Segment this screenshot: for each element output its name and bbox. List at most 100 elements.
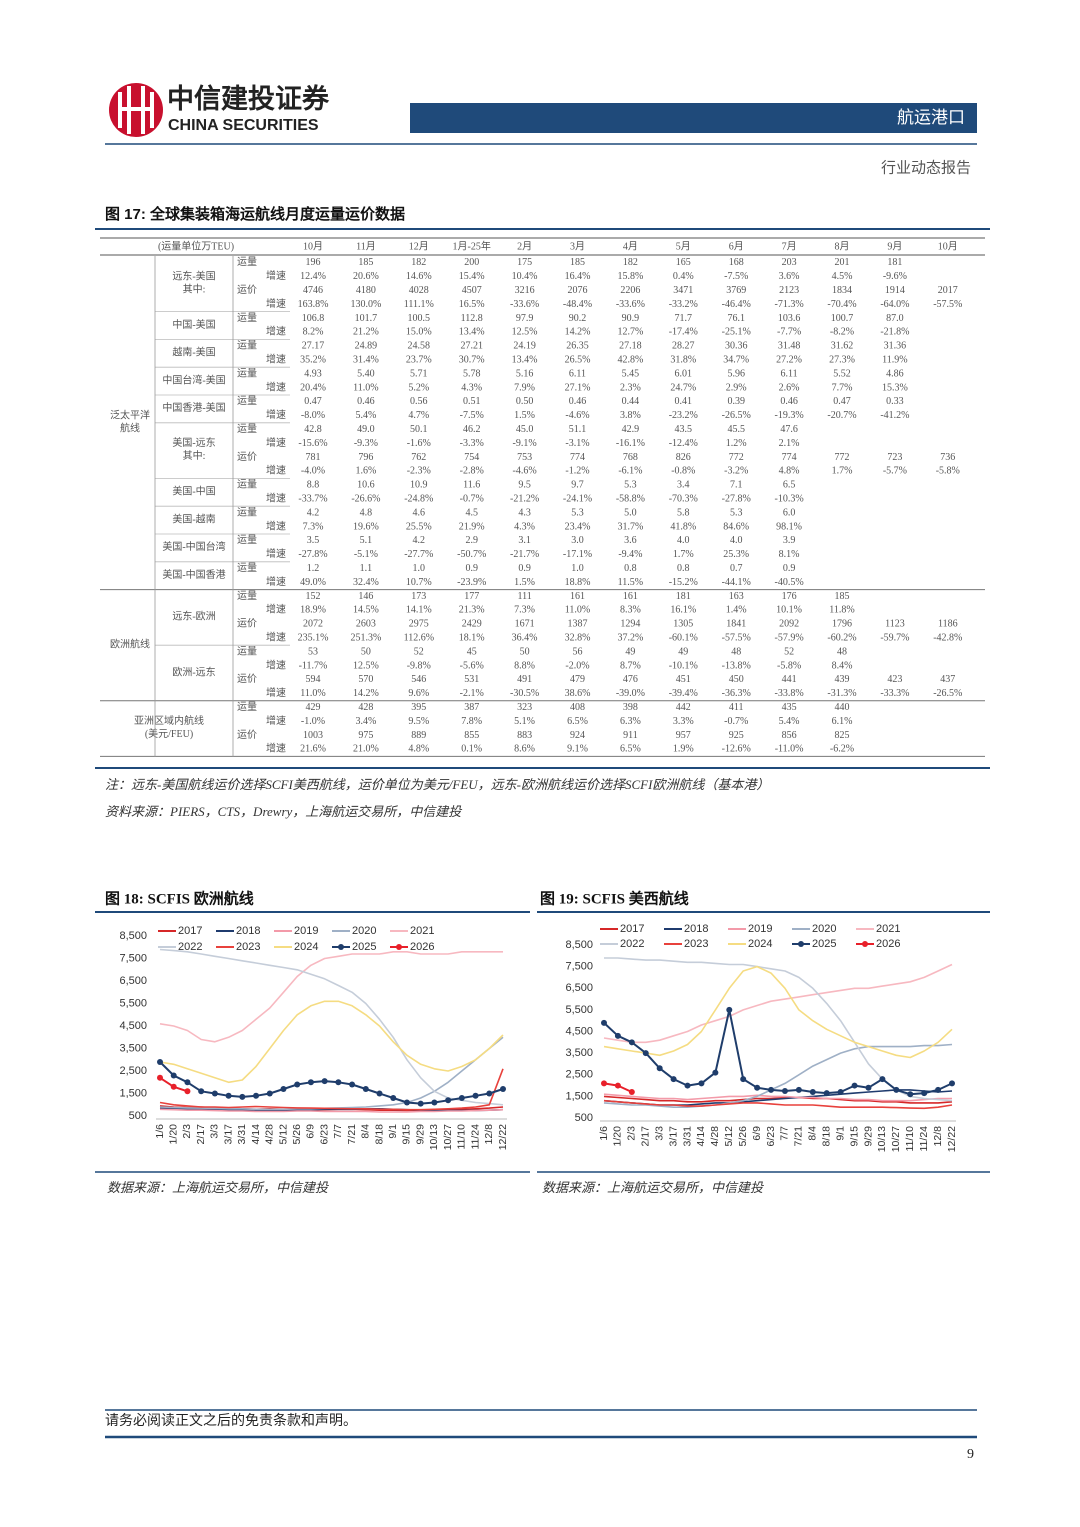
legend-label: 2026 [410,941,434,953]
metric-label: 增速 [266,269,286,282]
cell: 52 [784,646,794,657]
cell: 4507 [462,285,482,296]
cell: 112.8 [461,313,483,324]
cell: -21.7% [510,549,539,560]
cell: 42.8 [304,424,322,435]
cell: -36.3% [722,688,751,699]
cell: 4.3% [461,382,482,393]
cell: 16.4% [565,271,591,282]
series-line [159,1108,504,1113]
legend-marker [798,941,804,947]
series-point [157,1074,163,1081]
cell: 5.16 [516,368,534,379]
cell: 5.8 [677,507,690,518]
cell: 203 [782,257,797,268]
cell: 1796 [832,619,852,630]
cell: -0.7% [724,716,748,727]
cell: 387 [464,702,479,713]
cell: 163 [729,591,744,602]
cell: 2.9% [726,382,747,393]
cell: 1.9% [673,744,694,755]
cell: 423 [887,674,902,685]
route-label: 美国-中国 [172,485,215,498]
cell: 43.5 [675,424,693,435]
cell: 1.6% [355,466,376,477]
cell: 31.7% [617,521,643,532]
cell: 5.3 [624,480,637,491]
cell: 2975 [409,619,429,630]
metric-label: 运量 [237,562,257,574]
series-line [603,963,953,1044]
cell: 1.4% [726,605,747,616]
cell: -60.1% [669,633,698,644]
cell: 546 [411,674,426,685]
cell: 4.8% [779,466,800,477]
legend-label: 2018 [684,923,708,935]
x-tick-label: 3/17 [222,1124,234,1145]
cell: -39.0% [616,688,645,699]
series-line [159,951,503,1043]
metric-label: 运量 [237,340,257,352]
series-line [604,957,953,1102]
cell: -21.8% [880,327,909,338]
cell: 8.4% [832,660,853,671]
y-tick-label: 2,500 [119,1065,147,1077]
cell: 15.4% [459,271,485,282]
series-point [184,1088,191,1095]
series-point [253,1092,260,1099]
cell: 753 [517,452,532,463]
cell: 4.3 [518,507,531,518]
cell: 768 [623,452,638,463]
series-point [198,1088,205,1095]
metric-label: 增速 [266,575,286,588]
cell: -4.6% [565,410,589,421]
y-tick-label: 5,500 [565,1004,593,1016]
cell: 3.9 [783,535,796,546]
metric-label: 增速 [266,519,286,532]
metric-label: 运量 [237,590,257,602]
x-tick-label: 2/17 [195,1124,207,1145]
cell: 5.45 [622,368,640,379]
figure-title: 图 17: 全球集装箱海运航线月度运量运价数据 [105,205,405,223]
y-tick-label: 6,500 [119,975,147,987]
cell: -33.8% [775,688,804,699]
x-tick-label: 8/18 [373,1124,385,1145]
cell: 6.5% [620,744,641,755]
cell: 925 [729,730,744,741]
cell: 2017 [938,285,958,296]
cell: -70.4% [827,299,856,310]
cell: 11.0% [353,382,378,393]
x-tick-label: 4/28 [709,1126,721,1147]
cell: -11.7% [299,660,328,671]
cell: 84.6% [723,521,749,532]
cell: 4.86 [886,368,904,379]
cell: -70.3% [669,494,698,505]
y-tick-label: 7,500 [119,952,147,964]
metric-label: 增速 [266,464,286,477]
column-header: 9月 [887,240,902,252]
cell: -12.6% [722,744,751,755]
cell: 1.5% [514,410,535,421]
cell: 5.78 [463,368,481,379]
series-point [184,1079,191,1086]
cell: 31.36 [884,341,907,352]
metric-label: 运量 [237,534,257,546]
cell: -3.2% [724,466,748,477]
cell: 27.17 [302,341,325,352]
series-point [768,1086,775,1093]
metric-label: 运价 [237,451,257,463]
cell: 0.47 [833,396,851,407]
series-point [335,1079,342,1086]
cell: 46.2 [463,424,481,435]
series-point [266,1090,273,1097]
cell: 5.52 [833,368,851,379]
route-label: 中国香港-美国 [162,401,225,414]
x-tick-label: 12/22 [946,1126,958,1152]
series-point [879,1076,886,1083]
cell: -4.0% [301,466,325,477]
cell: 25.3% [723,549,749,560]
cell: -27.8% [298,549,327,560]
series-point [921,1090,928,1097]
cell: 3.4% [355,716,376,727]
cell: 20.4% [300,382,326,393]
